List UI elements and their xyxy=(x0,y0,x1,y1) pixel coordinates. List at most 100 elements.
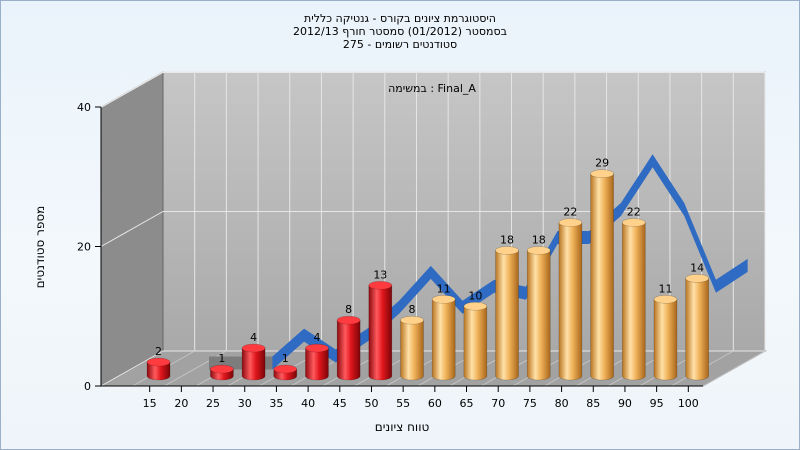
bar-top xyxy=(495,246,519,255)
x-tick-label: 20 xyxy=(174,397,188,410)
bar xyxy=(495,246,519,381)
bar-top xyxy=(146,357,171,367)
y-axis-ticks: 0 20 40 xyxy=(77,101,101,393)
bar xyxy=(400,315,424,381)
bar-top xyxy=(526,246,551,255)
x-tick-label: 80 xyxy=(555,397,569,410)
x-tick-label: 55 xyxy=(396,397,410,410)
bar xyxy=(273,364,298,381)
bar xyxy=(305,343,329,381)
bar xyxy=(463,301,488,381)
bar-body xyxy=(305,347,329,381)
x-tick-label: 95 xyxy=(650,397,664,410)
x-tick-label: 30 xyxy=(238,397,252,410)
x-tick-label: 60 xyxy=(428,397,442,410)
bar-value-label: 13 xyxy=(373,268,387,281)
x-tick-label: 90 xyxy=(618,397,632,410)
x-axis-ticks: 15 20 25 30 35 40 45 50 55 60 65 70 75 80 85 90 95 100 xyxy=(143,386,699,410)
bar-top xyxy=(368,281,393,290)
bar xyxy=(590,169,614,381)
bar xyxy=(653,294,678,381)
bar xyxy=(431,294,456,381)
x-tick-label: 65 xyxy=(460,397,474,410)
bar-body xyxy=(590,173,614,381)
bar-value-label: 10 xyxy=(468,289,482,302)
bar-body xyxy=(558,222,583,381)
bar-value-label: 8 xyxy=(345,303,352,316)
x-tick-label: 45 xyxy=(333,397,347,410)
bar-body xyxy=(146,361,171,381)
bar-value-label: 29 xyxy=(595,157,609,170)
bar-top xyxy=(463,301,488,311)
bar xyxy=(558,218,583,381)
bars xyxy=(146,169,709,381)
y-tick-label: 20 xyxy=(77,241,91,254)
bar-body xyxy=(400,319,424,381)
bar-top xyxy=(336,315,361,325)
bar-value-label: 4 xyxy=(250,331,257,344)
bar-value-label: 4 xyxy=(313,331,320,344)
bar-body xyxy=(336,319,361,381)
bar-top xyxy=(241,343,266,353)
chart-title-line-3: סטודנטים רשומים - 275 xyxy=(342,38,458,51)
x-axis-title: טווח ציונים xyxy=(375,420,430,434)
bar-top xyxy=(273,364,298,374)
bar-value-label: 22 xyxy=(627,206,641,219)
y-tick-label: 40 xyxy=(77,101,91,114)
bar-value-label: 14 xyxy=(690,261,704,274)
bar-top xyxy=(590,169,614,179)
grid-line-h xyxy=(100,211,765,247)
bar xyxy=(210,364,234,381)
bar-value-label: 2 xyxy=(155,345,162,358)
chart-title-line-2: בסמסטר (01/2012) סמסטר חורף 2012/13 xyxy=(293,25,507,38)
bar xyxy=(368,281,393,381)
bar-value-label: 11 xyxy=(658,282,672,295)
bar-body xyxy=(495,250,519,381)
bar-top xyxy=(621,218,646,227)
bar-top xyxy=(685,274,709,283)
bar xyxy=(526,246,551,381)
bar xyxy=(685,274,709,381)
x-tick-label: 50 xyxy=(364,397,378,410)
bar-value-label: 1 xyxy=(282,352,289,365)
x-tick-label: 25 xyxy=(206,397,220,410)
bar-body xyxy=(653,298,678,381)
bar xyxy=(146,357,171,381)
bar xyxy=(336,315,361,381)
bar-body xyxy=(431,298,456,381)
bar-body xyxy=(368,285,393,381)
bar xyxy=(241,343,266,381)
x-tick-label: 35 xyxy=(269,397,283,410)
bar-value-label: 18 xyxy=(500,233,514,246)
bar-body xyxy=(463,305,488,381)
bar-top xyxy=(210,364,234,374)
chart-title-line-1: היסטוגרמת ציונים בקורס - גנטיקה כללית xyxy=(304,12,496,25)
bar-body xyxy=(241,347,266,381)
grid-line-h xyxy=(100,71,765,108)
bar-value-label: 18 xyxy=(532,233,546,246)
bar xyxy=(621,218,646,381)
x-tick-label: 15 xyxy=(143,397,157,410)
bar-value-label: 11 xyxy=(437,282,451,295)
bar-body xyxy=(526,250,551,381)
bar-top xyxy=(558,218,583,227)
bar-body xyxy=(621,222,646,381)
y-tick-label: 0 xyxy=(84,380,91,393)
bar-top xyxy=(400,315,424,325)
y-axis-title: מספר סטודנטים xyxy=(33,206,47,289)
bar-value-label: 8 xyxy=(409,303,416,316)
bar-value-label: 1 xyxy=(218,352,225,365)
bar-body xyxy=(685,278,709,381)
bar-top xyxy=(431,294,456,304)
x-tick-label: 85 xyxy=(586,397,600,410)
bar-top xyxy=(653,294,678,304)
x-tick-label: 75 xyxy=(523,397,537,410)
x-tick-label: 100 xyxy=(678,397,699,410)
chart-annotation: במשימה : Final_A xyxy=(388,82,476,95)
bar-top xyxy=(305,343,329,353)
bar-value-label: 22 xyxy=(563,206,577,219)
x-tick-label: 70 xyxy=(491,397,505,410)
floor-grid-line xyxy=(702,350,766,387)
